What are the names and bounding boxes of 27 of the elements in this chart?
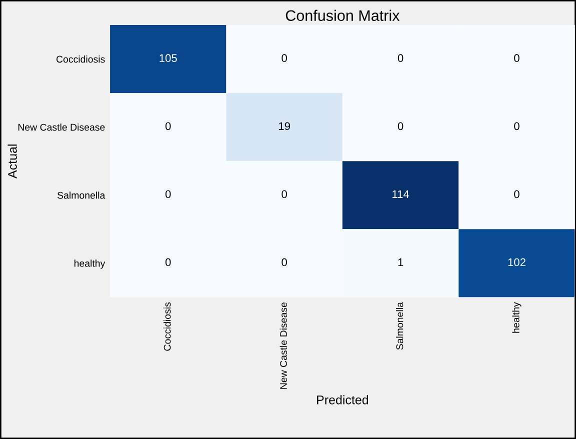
y-tick-label: Coccidiosis (56, 56, 105, 63)
x-tick-label: Coccidiosis (164, 302, 171, 351)
data-label: 114 (392, 190, 410, 198)
data-label: 0 (514, 122, 520, 130)
y-tick-label: New Castle Disease (18, 124, 105, 131)
x-axis-title: Predicted (317, 395, 368, 404)
y-tick-label: Salmonella (58, 192, 106, 199)
data-label: 0 (165, 122, 171, 130)
chart-title: Confusion Matrix (286, 10, 400, 22)
data-label: 0 (398, 122, 404, 130)
y-axis-title: Actual (8, 144, 17, 178)
data-label: 102 (508, 258, 526, 266)
data-label: 0 (398, 54, 404, 62)
data-label: 0 (514, 190, 520, 198)
data-label: 0 (282, 54, 287, 62)
data-label: 105 (160, 54, 177, 62)
data-label: 0 (282, 258, 287, 266)
data-label: 0 (165, 190, 171, 198)
data-label: 19 (278, 122, 290, 130)
data-label: 0 (165, 258, 171, 266)
x-tick-label: healthy (512, 302, 522, 333)
data-label: 0 (514, 54, 520, 62)
x-tick-label: Salmonella (396, 302, 404, 350)
data-label: 0 (282, 190, 287, 198)
data-label: 1 (398, 258, 404, 266)
x-tick-label: New Castle Disease (280, 302, 287, 389)
y-tick-label: healthy (74, 260, 106, 269)
